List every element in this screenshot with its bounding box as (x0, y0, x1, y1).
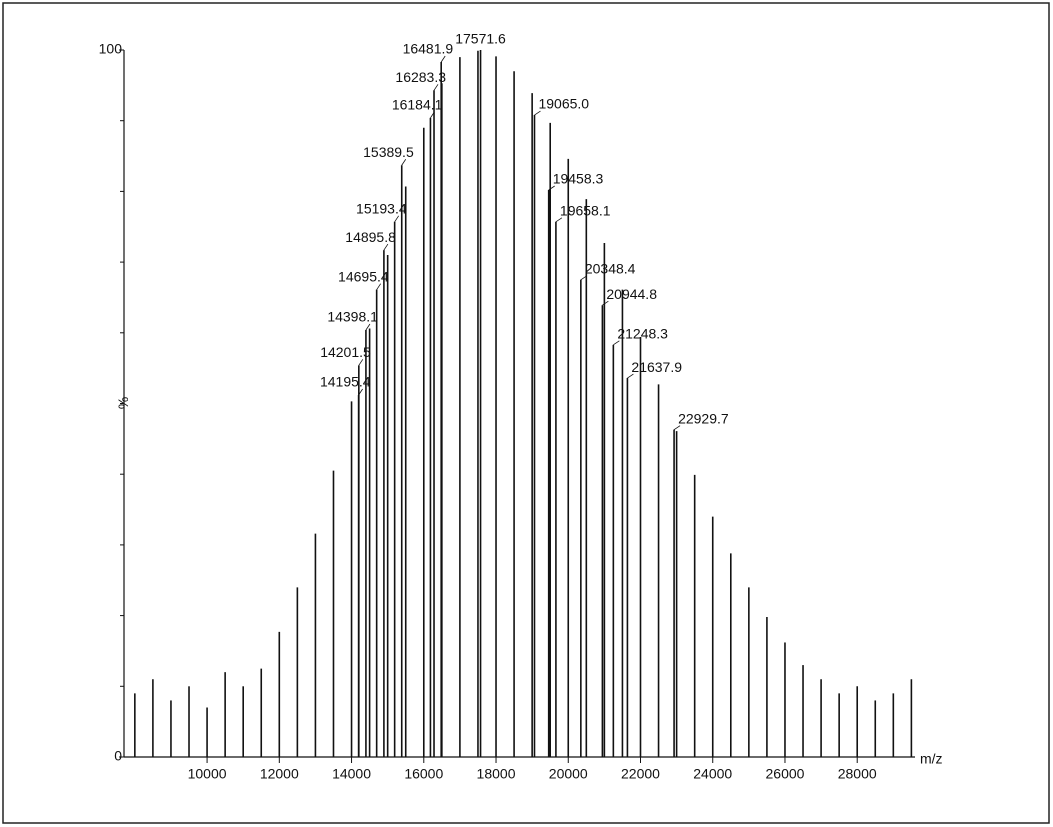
x-tick-label: 22000 (621, 766, 660, 782)
leader (383, 243, 389, 251)
leader (627, 373, 634, 379)
x-axis-label: m/z (920, 751, 943, 767)
peak-label: 16184.1 (392, 97, 443, 113)
peak-label: 15193.4 (356, 201, 407, 217)
leader (534, 110, 541, 116)
peak-label: 21248.3 (617, 326, 668, 342)
peak-label: 14195.4 (320, 374, 371, 390)
x-tick-label: 16000 (404, 766, 443, 782)
leader (580, 275, 588, 281)
peak-label: 17571.6 (455, 31, 506, 47)
x-tick-label: 10000 (188, 766, 227, 782)
leader (548, 185, 555, 191)
x-tick-label: 28000 (838, 766, 877, 782)
peak-label: 14398.1 (327, 309, 378, 325)
x-tick-label: 20000 (549, 766, 588, 782)
peak-label: 21637.9 (631, 359, 682, 375)
y-tick-label: 0 (114, 748, 122, 764)
peak-label: 14201.5 (320, 344, 371, 360)
peak-label: 19065.0 (538, 96, 589, 112)
leader (673, 425, 681, 430)
peak-label: 20944.8 (606, 286, 657, 302)
leader (358, 359, 364, 366)
leader (365, 323, 371, 331)
leader (401, 159, 407, 166)
x-tick-label: 24000 (693, 766, 732, 782)
x-tick-label: 18000 (477, 766, 516, 782)
x-tick-label: 12000 (260, 766, 299, 782)
peak-label: 14895.8 (345, 229, 396, 245)
leader (602, 300, 609, 306)
leader (440, 55, 446, 63)
peak-label: 16283.3 (395, 69, 446, 85)
leader (394, 215, 399, 223)
peak-label: 20348.4 (585, 260, 636, 276)
y-tick-label: 100 (99, 41, 123, 57)
leader (613, 340, 620, 346)
peak-label: 19458.3 (553, 171, 604, 187)
peak-label: 22929.7 (678, 410, 729, 426)
peak-label: 16481.9 (403, 41, 454, 57)
x-tick-label: 14000 (332, 766, 371, 782)
leader (376, 283, 381, 290)
peak-label: 19658.1 (560, 203, 611, 219)
x-tick-label: 26000 (766, 766, 805, 782)
leader (433, 84, 439, 91)
leader (555, 217, 563, 223)
peak-label: 14695.4 (338, 268, 389, 284)
peak-label: 15389.5 (363, 144, 414, 160)
